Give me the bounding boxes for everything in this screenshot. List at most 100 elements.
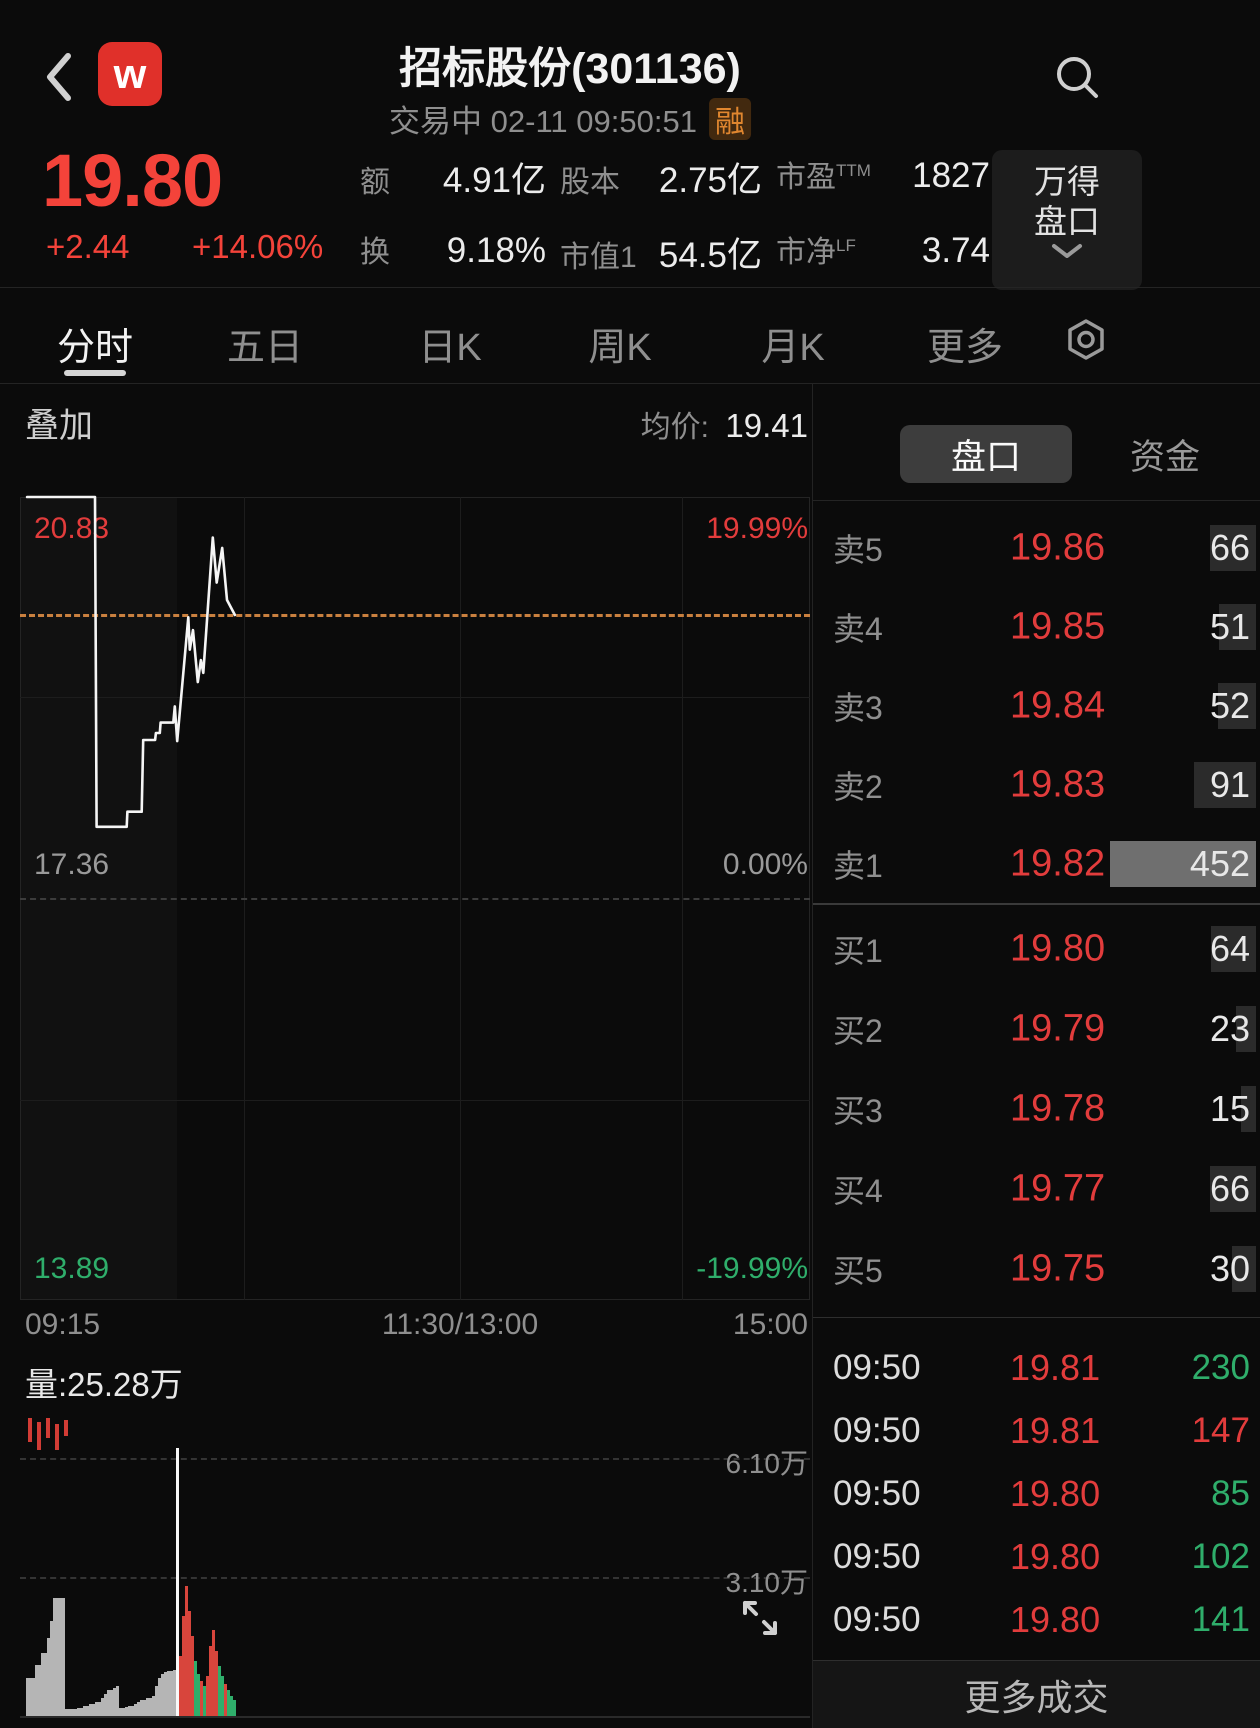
tab-五日[interactable]: 五日 [226, 327, 303, 369]
trade-row[interactable]: 09:50 19.81 147 [812, 1399, 1260, 1462]
trade-price: 19.80 [1010, 1598, 1101, 1640]
order-row-买1[interactable]: 买1 19.80 64 [812, 909, 1260, 989]
volume-bar [182, 1616, 185, 1716]
chevron-down-icon [1052, 244, 1082, 258]
order-level-label: 卖4 [833, 610, 883, 647]
header-divider [0, 287, 1260, 288]
order-row-买3[interactable]: 买3 19.78 15 [812, 1069, 1260, 1149]
volume-gridline [20, 1458, 810, 1460]
volume-bar [194, 1661, 197, 1716]
order-price: 19.80 [1010, 927, 1106, 970]
order-price: 19.78 [1010, 1087, 1106, 1130]
order-level-label: 买4 [833, 1173, 883, 1209]
trade-volume: 102 [1191, 1536, 1250, 1576]
more-trades-button[interactable]: 更多成交 [813, 1660, 1260, 1728]
volume-bar [191, 1636, 194, 1716]
volume-chart[interactable]: 6.10万 3.10万 [20, 1440, 810, 1718]
settings-icon[interactable] [1062, 316, 1110, 364]
pre-auction-tick [37, 1422, 41, 1450]
limit-up-pct-label: 19.99% [706, 512, 808, 545]
order-volume: 15 [1209, 1088, 1250, 1129]
order-level-label: 卖1 [833, 847, 883, 884]
tab-分时[interactable]: 分时 [56, 327, 133, 369]
volume-bar [38, 1665, 41, 1716]
trade-row[interactable]: 09:50 19.80 102 [812, 1525, 1260, 1588]
volume-bar [221, 1675, 224, 1716]
order-volume-bar [1218, 682, 1256, 729]
order-volume-bar [1210, 1166, 1256, 1212]
order-volume: 51 [1209, 605, 1250, 647]
wind-order-panel-button[interactable]: 万得 盘口 [992, 150, 1142, 290]
stat-股本: 股本 2.75亿 [560, 161, 762, 200]
volume-bar [92, 1704, 95, 1716]
trade-row[interactable]: 09:50 19.80 141 [812, 1588, 1260, 1651]
volume-bar [224, 1683, 227, 1716]
volume-bar [95, 1702, 98, 1716]
overlay-button[interactable]: 叠加 [25, 407, 93, 445]
volume-bar [197, 1673, 200, 1716]
order-row-卖1[interactable]: 卖1 19.82 452 [812, 824, 1260, 903]
volume-bar [110, 1690, 113, 1716]
pre-auction-tick [55, 1424, 59, 1450]
volume-bar [131, 1705, 134, 1716]
volume-bar [125, 1707, 128, 1716]
order-price: 19.86 [1010, 526, 1106, 568]
buy-orders-list: 买1 19.80 64 买2 19.79 23 买3 19.78 15 买4 19.77 66 买5 19… [812, 909, 1260, 1309]
volume-bar [128, 1705, 131, 1716]
stat-额: 额 4.91亿 [360, 161, 546, 200]
order-row-卖4[interactable]: 卖4 19.85 51 [812, 587, 1260, 666]
order-row-卖5[interactable]: 卖5 19.86 66 [812, 508, 1260, 587]
order-row-卖2[interactable]: 卖2 19.83 91 [812, 745, 1260, 824]
tab-月K[interactable]: 月K [761, 327, 825, 369]
volume-bar [107, 1690, 110, 1716]
volume-grid-label-low: 3.10万 [725, 1567, 809, 1598]
volume-bar [185, 1586, 188, 1716]
order-row-买4[interactable]: 买4 19.77 66 [812, 1149, 1260, 1229]
sell-orders-list: 卖5 19.86 66 卖4 19.85 51 卖3 19.84 52 卖2 19.83 91 卖1 19… [812, 508, 1260, 903]
order-volume-bar [1232, 1246, 1256, 1292]
tab-周K[interactable]: 周K [588, 327, 652, 369]
pre-auction-tick [46, 1418, 50, 1438]
trade-time: 09:50 [833, 1347, 921, 1387]
avg-price-value: 19.41 [725, 407, 808, 444]
tab-更多[interactable]: 更多 [926, 327, 1003, 369]
trade-row[interactable]: 09:50 19.81 230 [812, 1336, 1260, 1399]
search-icon[interactable] [1050, 50, 1104, 104]
volume-bar [56, 1597, 59, 1716]
order-level-label: 卖2 [833, 768, 883, 805]
limit-down-pct-label: -19.99% [696, 1252, 808, 1285]
volume-bar [206, 1675, 209, 1716]
back-icon[interactable] [38, 48, 80, 106]
order-row-买2[interactable]: 买2 19.79 23 [812, 989, 1260, 1069]
trade-row[interactable]: 09:50 19.80 85 [812, 1462, 1260, 1525]
volume-bar [215, 1650, 218, 1716]
order-row-卖3[interactable]: 卖3 19.84 52 [812, 666, 1260, 745]
stat-市值1: 市值1 54.5亿 [560, 236, 762, 275]
current-price-line [20, 614, 810, 617]
order-row-买5[interactable]: 买5 19.75 30 [812, 1229, 1260, 1309]
trade-volume: 85 [1211, 1473, 1250, 1513]
stat-换: 换 9.18% [360, 231, 546, 270]
book-mid-divider [813, 903, 1260, 905]
volume-bar [68, 1708, 71, 1716]
tab-日K[interactable]: 日K [418, 327, 482, 369]
trading-status: 交易中 02-11 09:50:51 [389, 104, 697, 139]
volume-bar [47, 1637, 50, 1716]
trade-price: 19.81 [1010, 1346, 1101, 1388]
order-volume: 23 [1209, 1008, 1250, 1049]
trade-price: 19.80 [1010, 1472, 1101, 1514]
volume-bar [140, 1699, 143, 1716]
side-tabs-divider [813, 500, 1260, 501]
volume-bar [98, 1702, 101, 1716]
volume-bar [149, 1697, 152, 1716]
time-axis-open: 09:15 [25, 1308, 101, 1341]
wind-logo[interactable]: w [98, 42, 162, 106]
trade-price: 19.81 [1010, 1409, 1101, 1451]
tab-order-book[interactable]: 盘口 [900, 425, 1072, 483]
volume-bar [188, 1611, 191, 1716]
tab-money-flow[interactable]: 资金 [1129, 437, 1200, 477]
trade-price: 19.80 [1010, 1535, 1101, 1577]
volume-bar [173, 1669, 176, 1716]
expand-chart-icon[interactable] [736, 1594, 784, 1642]
order-volume: 66 [1209, 1168, 1250, 1209]
